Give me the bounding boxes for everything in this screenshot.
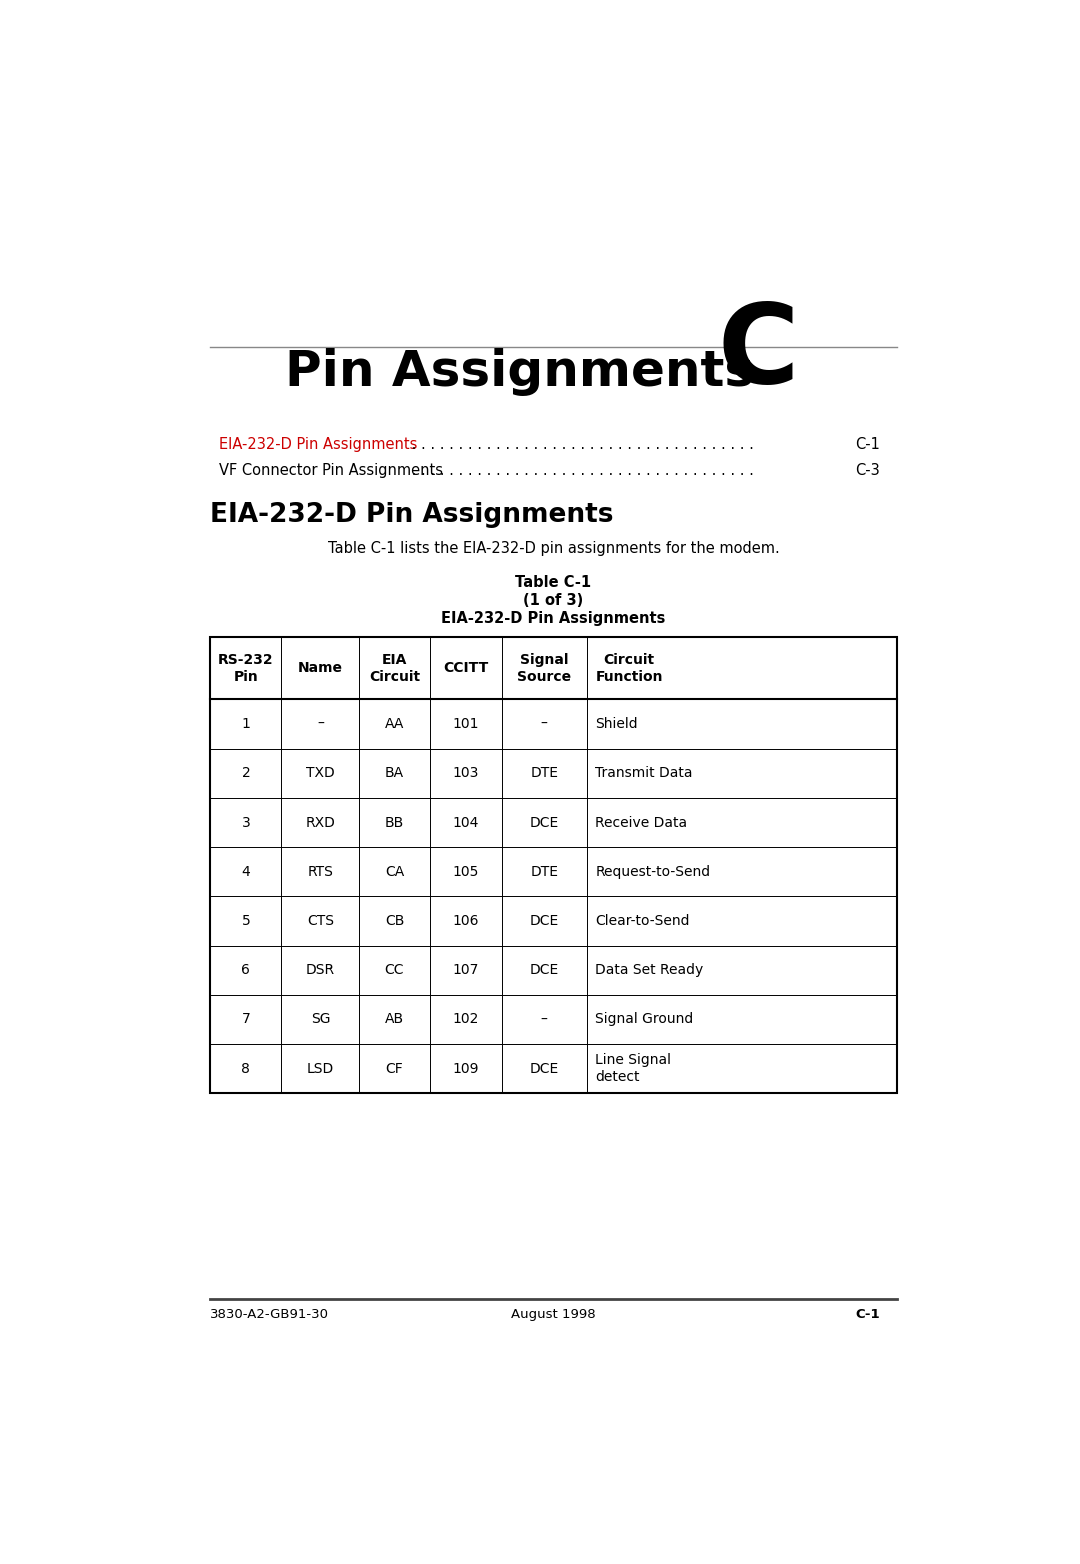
Text: 8: 8 xyxy=(242,1062,251,1076)
Text: 7: 7 xyxy=(242,1012,251,1026)
Text: 104: 104 xyxy=(453,815,478,829)
Text: DCE: DCE xyxy=(529,963,559,978)
Text: Table C-1 lists the EIA-232-D pin assignments for the modem.: Table C-1 lists the EIA-232-D pin assign… xyxy=(327,541,780,557)
Text: Data Set Ready: Data Set Ready xyxy=(595,963,703,978)
Text: Line Signal
detect: Line Signal detect xyxy=(595,1053,672,1084)
Text: CCITT: CCITT xyxy=(443,662,488,676)
Text: DSR: DSR xyxy=(306,963,335,978)
Text: DCE: DCE xyxy=(529,1062,559,1076)
Text: EIA-232-D Pin Assignments: EIA-232-D Pin Assignments xyxy=(218,436,417,452)
Text: 107: 107 xyxy=(453,963,478,978)
Text: BB: BB xyxy=(384,815,404,829)
Text: EIA
Circuit: EIA Circuit xyxy=(369,652,420,683)
Text: 103: 103 xyxy=(453,766,478,780)
Text: RS-232
Pin: RS-232 Pin xyxy=(218,652,273,683)
Text: Signal Ground: Signal Ground xyxy=(595,1012,693,1026)
Text: CF: CF xyxy=(386,1062,403,1076)
Text: Clear-to-Send: Clear-to-Send xyxy=(595,913,690,927)
Text: –: – xyxy=(316,718,324,730)
Text: 2: 2 xyxy=(242,766,251,780)
Text: VF Connector Pin Assignments: VF Connector Pin Assignments xyxy=(218,463,443,479)
Text: CTS: CTS xyxy=(307,913,334,927)
Text: 109: 109 xyxy=(453,1062,478,1076)
Text: Receive Data: Receive Data xyxy=(595,815,688,829)
Text: RTS: RTS xyxy=(308,865,334,879)
Text: AA: AA xyxy=(384,718,404,730)
Text: EIA-232-D Pin Assignments: EIA-232-D Pin Assignments xyxy=(211,502,613,529)
Text: . . . . . . . . . . . . . . . . . . . . . . . . . . . . . . . . . . . . .: . . . . . . . . . . . . . . . . . . . . … xyxy=(407,463,754,479)
Text: 1: 1 xyxy=(242,718,251,730)
Text: August 1998: August 1998 xyxy=(511,1309,596,1322)
Text: Signal
Source: Signal Source xyxy=(517,652,571,683)
Text: 101: 101 xyxy=(453,718,478,730)
Text: 6: 6 xyxy=(242,963,251,978)
Text: AB: AB xyxy=(384,1012,404,1026)
Text: C-3: C-3 xyxy=(855,463,880,479)
Text: CA: CA xyxy=(384,865,404,879)
Text: LSD: LSD xyxy=(307,1062,334,1076)
Text: –: – xyxy=(541,718,548,730)
Text: TXD: TXD xyxy=(306,766,335,780)
Text: C-1: C-1 xyxy=(855,1309,880,1322)
Text: 106: 106 xyxy=(453,913,478,927)
Text: EIA-232-D Pin Assignments: EIA-232-D Pin Assignments xyxy=(442,612,665,626)
Text: DCE: DCE xyxy=(529,913,559,927)
Text: DTE: DTE xyxy=(530,865,558,879)
Text: Table C-1: Table C-1 xyxy=(515,576,592,590)
Text: Request-to-Send: Request-to-Send xyxy=(595,865,711,879)
Text: Circuit
Function: Circuit Function xyxy=(595,652,663,683)
Text: SG: SG xyxy=(311,1012,330,1026)
Text: Pin Assignments: Pin Assignments xyxy=(285,349,755,396)
Text: 3830-A2-GB91-30: 3830-A2-GB91-30 xyxy=(211,1309,329,1322)
Text: 3: 3 xyxy=(242,815,251,829)
Text: Transmit Data: Transmit Data xyxy=(595,766,693,780)
Text: 5: 5 xyxy=(242,913,251,927)
Text: (1 of 3): (1 of 3) xyxy=(524,593,583,608)
Bar xyxy=(211,637,896,1093)
Text: CB: CB xyxy=(384,913,404,927)
Text: –: – xyxy=(541,1012,548,1026)
Text: C-1: C-1 xyxy=(855,436,880,452)
Text: DTE: DTE xyxy=(530,766,558,780)
Text: RXD: RXD xyxy=(306,815,335,829)
Text: 102: 102 xyxy=(453,1012,478,1026)
Text: DCE: DCE xyxy=(529,815,559,829)
Text: . . . . . . . . . . . . . . . . . . . . . . . . . . . . . . . . . . . . .: . . . . . . . . . . . . . . . . . . . . … xyxy=(407,436,754,452)
Text: Shield: Shield xyxy=(595,718,638,730)
Text: BA: BA xyxy=(384,766,404,780)
Text: CC: CC xyxy=(384,963,404,978)
Text: C: C xyxy=(718,299,799,405)
Text: 105: 105 xyxy=(453,865,478,879)
Text: Name: Name xyxy=(298,662,342,676)
Text: 4: 4 xyxy=(242,865,251,879)
